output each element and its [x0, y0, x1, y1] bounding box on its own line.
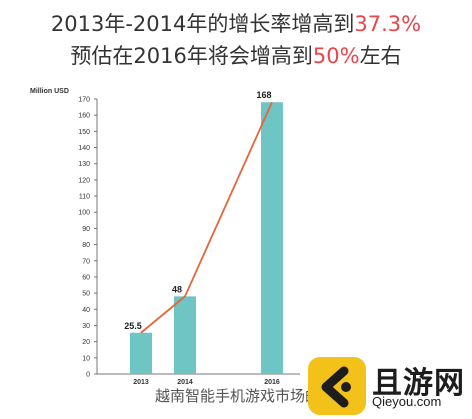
- watermark-url: Qieyou.com: [372, 394, 442, 409]
- x-tick-label: 2013: [133, 379, 149, 386]
- watermark-logo-glyph: [321, 366, 351, 408]
- x-axis-ticks: 2013 2014 2016: [133, 379, 280, 386]
- title-line-2-suffix: 左右: [359, 44, 402, 68]
- y-tick-label: 110: [79, 194, 90, 201]
- y-tick-label: 120: [78, 177, 90, 184]
- y-tick-label: 30: [82, 323, 90, 330]
- y-tick-label: 0: [86, 372, 90, 379]
- y-tick-label: 90: [82, 226, 90, 233]
- y-tick-label: 130: [78, 161, 90, 168]
- y-tick-label: 150: [78, 129, 90, 136]
- data-label: 168: [256, 90, 271, 100]
- bar: [174, 296, 196, 374]
- watermark-logo-icon: [308, 357, 366, 415]
- chart-title-line-1: 2013年-2014年的增长率增高到37.3%: [0, 8, 472, 38]
- watermark-name: 且游网: [372, 366, 465, 401]
- trend-line: [140, 101, 273, 334]
- title-line-2-highlight: 50%: [312, 44, 360, 68]
- bars-group: [130, 102, 283, 374]
- y-tick-label: 10: [82, 355, 90, 362]
- x-tick-label: 2016: [264, 379, 280, 386]
- data-label: 48: [172, 284, 182, 294]
- y-tick-label: 50: [82, 291, 90, 298]
- chart-caption: 越南智能手机游戏市场的: [155, 387, 321, 405]
- y-tick-label: 20: [82, 339, 90, 346]
- bar: [130, 332, 152, 374]
- title-line-2-text: 预估在2016年将会增高到: [70, 44, 313, 68]
- x-tick-label: 2014: [177, 379, 193, 386]
- y-tick-label: 170: [78, 97, 90, 104]
- y-tick-label: 60: [82, 274, 90, 281]
- title-line-1-text: 2013年-2014年的增长率增高到: [50, 12, 355, 36]
- y-tick-label: 70: [82, 258, 90, 265]
- chart-title-line-2: 预估在2016年将会增高到50%左右: [0, 40, 472, 70]
- y-tick-label: 40: [82, 307, 90, 314]
- y-tick-label: 80: [82, 242, 90, 249]
- data-labels-group: 25.5 48 168: [124, 90, 271, 331]
- y-tick-label: 100: [78, 210, 90, 217]
- bar: [261, 102, 283, 374]
- data-label: 25.5: [124, 321, 142, 331]
- y-axis-label: Million USD: [30, 88, 69, 95]
- y-tick-label: 160: [78, 113, 90, 120]
- title-line-1-highlight: 37.3%: [354, 12, 422, 36]
- y-tick-label: 140: [78, 145, 90, 152]
- y-axis-ticks: 0 10 20 30 40 50 60 70 80 90 100 110 120 130 140 150 160…: [78, 97, 97, 379]
